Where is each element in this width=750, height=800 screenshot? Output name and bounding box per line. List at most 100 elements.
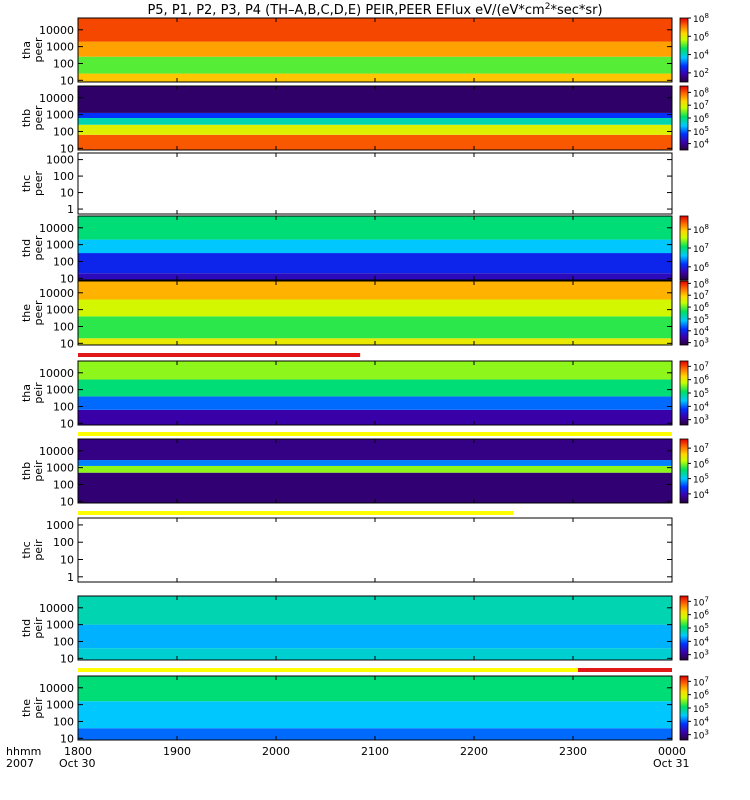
colorbar-tick-label: 102 xyxy=(693,67,709,80)
colorbar-tick-label: 107 xyxy=(693,99,709,112)
x-row-label-year: 2007 xyxy=(6,757,34,770)
y-axis-label-species: peer xyxy=(32,37,45,63)
flux-band xyxy=(78,701,672,729)
status-bar-secondary xyxy=(577,668,672,672)
colorbar-tick-label: 105 xyxy=(693,313,709,326)
colorbar-tick-label: 105 xyxy=(693,622,709,635)
colorbar-scale xyxy=(679,280,689,346)
colorbar-tick-label: 104 xyxy=(693,635,709,648)
y-axis-label-species: peir xyxy=(32,382,45,404)
y-tick-label: 10 xyxy=(60,142,74,155)
x-tick-label: 2100 xyxy=(361,745,389,758)
panel-tha-peer: 10 100 1000 10000 tha peer 108 106 104 102 xyxy=(20,12,709,87)
panel-background xyxy=(78,153,672,214)
colorbar-scale xyxy=(679,360,689,426)
y-tick-label: 100 xyxy=(53,320,74,333)
x-start-date: Oct 30 xyxy=(59,757,96,770)
x-end-date: Oct 31 xyxy=(653,757,690,770)
y-tick-label: 10000 xyxy=(39,92,74,105)
colorbar-tick-label: 107 xyxy=(693,360,709,373)
y-tick-label: 10 xyxy=(60,187,74,200)
colorbar-tick-label: 108 xyxy=(693,223,709,236)
colorbar-tick-label: 106 xyxy=(693,261,709,274)
y-tick-label: 1 xyxy=(67,203,74,216)
flux-band xyxy=(78,396,672,410)
y-tick-label: 10000 xyxy=(39,367,74,380)
flux-band xyxy=(78,56,672,74)
y-tick-label: 1000 xyxy=(46,384,74,397)
y-axis-label-species: peer xyxy=(32,105,45,131)
y-axis-label-species: peer xyxy=(32,171,45,197)
y-axis-label-probe: thd xyxy=(20,239,33,257)
flux-band xyxy=(78,409,672,425)
y-tick-label: 1 xyxy=(67,571,74,584)
colorbar-tick-label: 103 xyxy=(693,337,709,350)
y-axis-label-species: peer xyxy=(32,235,45,261)
y-tick-label: 10 xyxy=(60,495,74,508)
colorbar-scale xyxy=(679,215,689,281)
y-axis-label-probe: thc xyxy=(20,541,33,558)
flux-band xyxy=(78,361,672,380)
y-tick-label: 100 xyxy=(53,57,74,70)
y-tick-label: 1000 xyxy=(46,699,74,712)
y-tick-label: 10000 xyxy=(39,287,74,300)
y-tick-label: 1000 xyxy=(46,109,74,122)
flux-band xyxy=(78,253,672,274)
colorbar-tick-label: 106 xyxy=(693,457,709,470)
colorbar-tick-label: 106 xyxy=(693,689,709,702)
colorbar-tick-label: 104 xyxy=(693,325,709,338)
y-axis-label-probe: the xyxy=(20,304,33,322)
panel-thb-peir: 10 100 1000 10000 thb peir 107 106 105 104 xyxy=(20,438,709,515)
title-tail: *sec*sr) xyxy=(550,3,602,18)
colorbar-tick-label: 103 xyxy=(693,649,709,662)
flux-band xyxy=(78,73,672,82)
y-tick-label: 10 xyxy=(60,652,74,665)
y-axis-label-probe: thb xyxy=(20,462,33,480)
y-tick-label: 10 xyxy=(60,74,74,87)
flux-band xyxy=(78,18,672,42)
y-tick-label: 1000 xyxy=(46,519,74,532)
title-superscript: 2 xyxy=(545,2,551,12)
colorbar-tick-label: 107 xyxy=(693,595,709,608)
colorbar-tick-label: 108 xyxy=(693,277,709,290)
colorbar-tick-label: 104 xyxy=(693,49,709,62)
y-tick-label: 10000 xyxy=(39,602,74,615)
colorbar-tick-label: 106 xyxy=(693,301,709,314)
x-tick-label: 0000 xyxy=(658,745,686,758)
flux-band xyxy=(78,596,672,625)
colorbar-tick-label: 107 xyxy=(693,442,709,455)
colorbar-tick-label: 103 xyxy=(693,414,709,427)
colorbar: 108 106 104 102 xyxy=(679,12,709,83)
y-tick-label: 100 xyxy=(53,400,74,413)
colorbar-tick-label: 104 xyxy=(693,138,709,151)
colorbar-tick-label: 104 xyxy=(693,400,709,413)
y-axis-label-species: peir xyxy=(32,697,45,719)
flux-band xyxy=(78,472,672,503)
colorbar-tick-label: 106 xyxy=(693,30,709,43)
y-tick-label: 100 xyxy=(53,715,74,728)
colorbar-scale xyxy=(679,17,689,83)
colorbar-tick-label: 107 xyxy=(693,242,709,255)
y-tick-label: 1000 xyxy=(46,239,74,252)
status-bar xyxy=(78,511,514,515)
status-bar xyxy=(78,353,361,357)
flux-band xyxy=(78,239,672,254)
y-tick-label: 10000 xyxy=(39,682,74,695)
y-tick-label: 100 xyxy=(53,635,74,648)
y-tick-label: 100 xyxy=(53,478,74,491)
flux-band xyxy=(78,465,672,473)
colorbar-tick-label: 106 xyxy=(693,112,709,125)
colorbar-tick-label: 105 xyxy=(693,702,709,715)
time-axis: 1800 1900 2000 2100 2200 2300 0000 xyxy=(64,745,686,758)
y-axis-label-species: peir xyxy=(32,539,45,561)
flux-band xyxy=(78,134,672,150)
flux-band xyxy=(78,648,672,660)
flux-band xyxy=(78,439,672,461)
flux-band xyxy=(78,624,672,649)
colorbar-tick-label: 106 xyxy=(693,374,709,387)
